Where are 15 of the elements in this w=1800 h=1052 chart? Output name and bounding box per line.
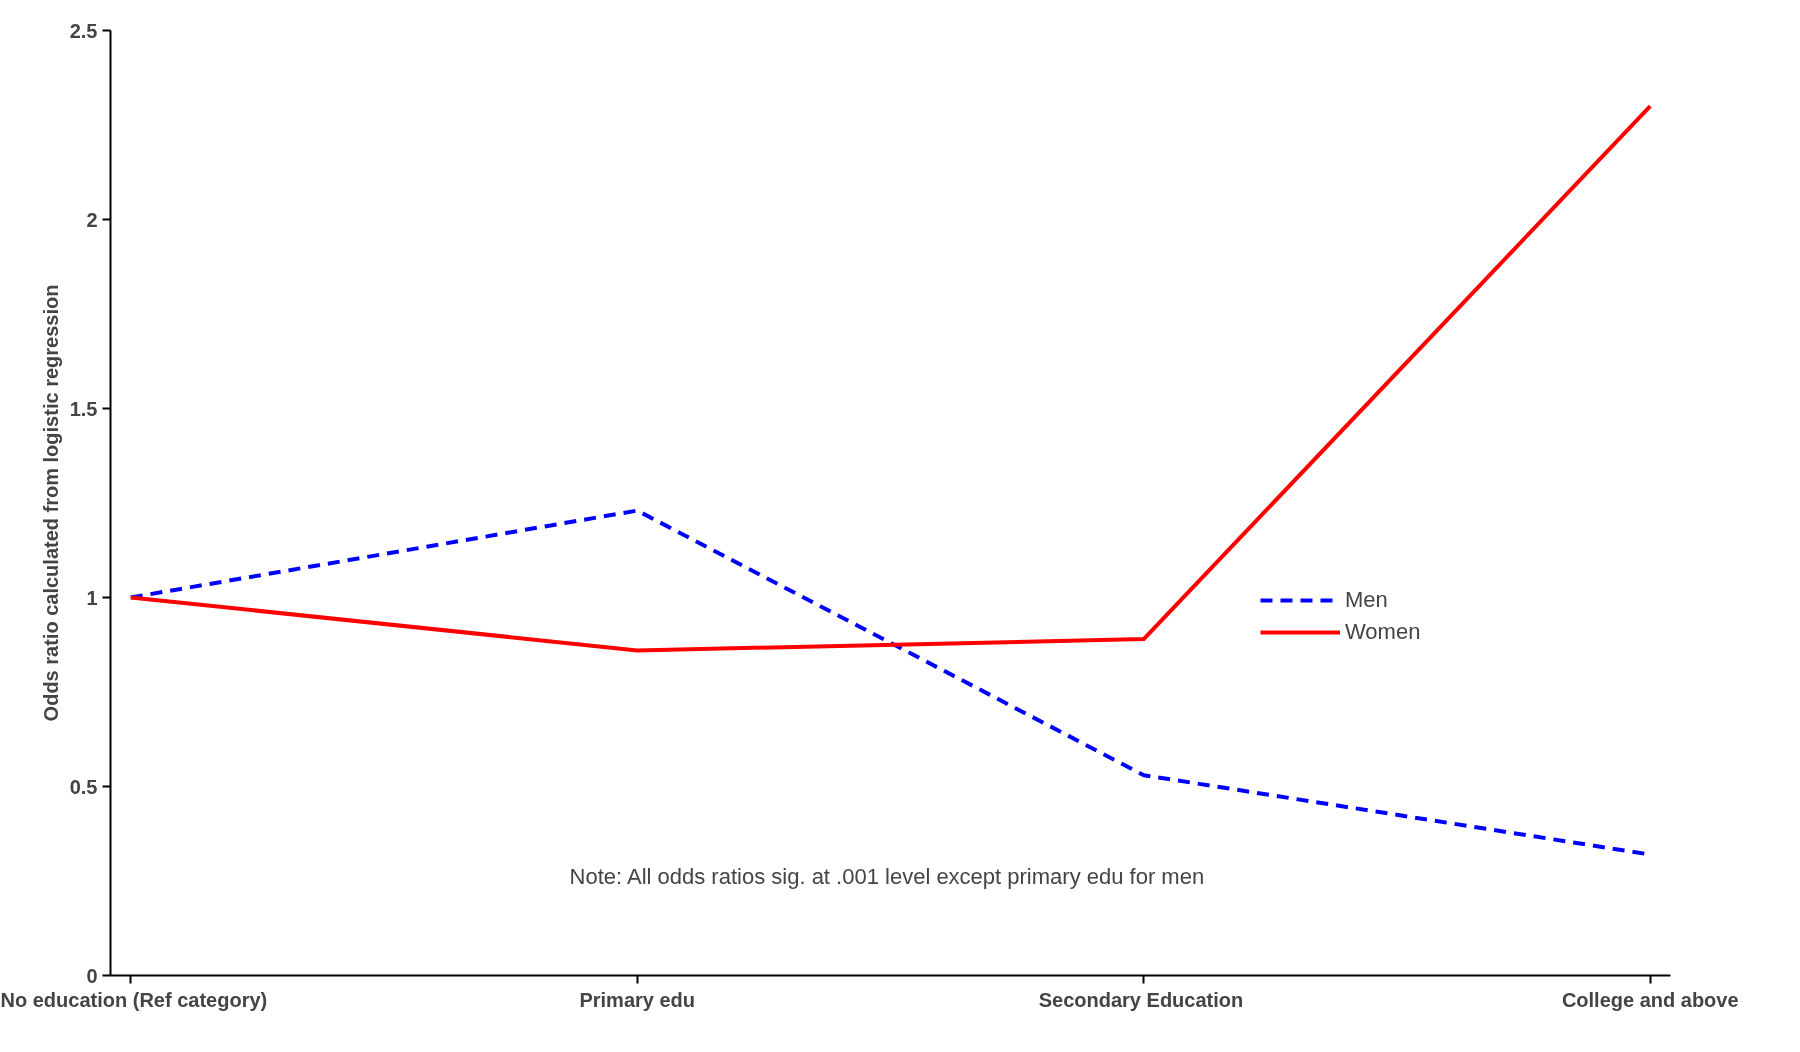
x-tick-label: Primary edu [579, 988, 696, 1011]
y-tick-label: 1 [86, 586, 98, 609]
y-tick-label: 0 [86, 964, 98, 987]
annotation: Note: All odds ratios sig. at .001 level except primary edu for men [569, 863, 1205, 889]
y-tick-label: 2.5 [69, 19, 98, 42]
x-tick-label: Secondary Education [1038, 988, 1244, 1011]
y-tick-label: 1.5 [69, 397, 98, 420]
x-tick-label: College and above [1561, 988, 1739, 1011]
y-tick-label: 2 [86, 208, 98, 231]
legend-label: Men [1345, 587, 1388, 613]
line-series [128, 104, 1653, 653]
legend-label: Women [1345, 619, 1421, 645]
x-tick-label: No education (Ref category) [0, 988, 268, 1011]
y-tick-label: 0.5 [69, 775, 98, 798]
y-axis-title: Odds ratio calculated from logistic regression [39, 284, 62, 722]
